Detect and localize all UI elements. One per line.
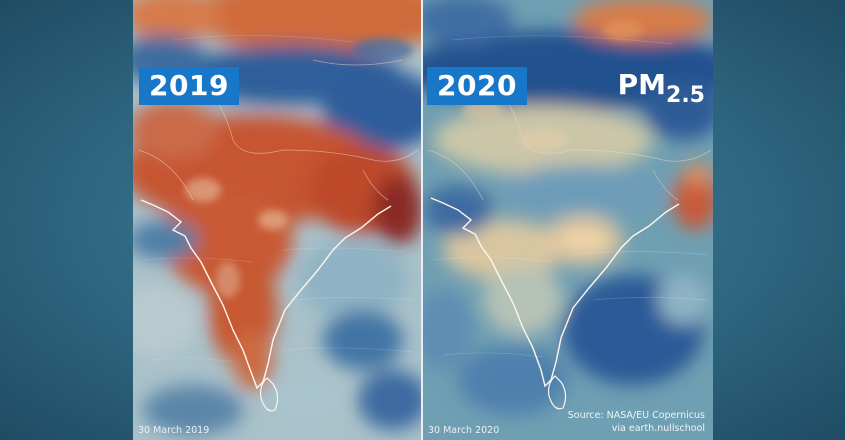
pm25-map-2019: [133, 0, 421, 440]
date-label-2020: 30 March 2020: [428, 425, 500, 436]
date-label-2019: 30 March 2019: [138, 425, 210, 436]
coastline: [140, 199, 392, 390]
source-line-1: Source: NASA/EU Copernicus: [567, 410, 705, 421]
source-line-2: via earth.nullschool: [611, 423, 705, 434]
map-panel-2019: 2019 30 March 2019: [133, 0, 421, 440]
pollutant-label: PM2.5: [617, 68, 705, 107]
pollutant-base: PM: [617, 68, 667, 101]
pm25-map-2020: [423, 0, 713, 440]
map-panel-2020: 2020 PM2.5 30 March 2020 Source: NASA/EU…: [423, 0, 713, 440]
panel-divider: [421, 0, 423, 440]
pollutant-subscript: 2.5: [666, 83, 705, 108]
source-credit: Source: NASA/EU Copernicus via earth.nul…: [568, 409, 705, 435]
coastline: [430, 197, 680, 388]
year-label-2020: 2020: [427, 67, 527, 105]
year-label-2019: 2019: [139, 67, 239, 105]
